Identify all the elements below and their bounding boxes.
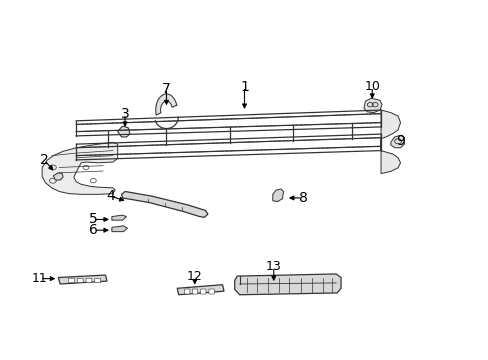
Polygon shape <box>272 189 283 202</box>
FancyBboxPatch shape <box>208 289 214 294</box>
FancyBboxPatch shape <box>68 278 74 283</box>
Polygon shape <box>53 173 63 180</box>
FancyBboxPatch shape <box>200 289 205 294</box>
Polygon shape <box>112 215 126 220</box>
Text: 1: 1 <box>240 80 248 94</box>
FancyBboxPatch shape <box>95 278 101 283</box>
Text: 10: 10 <box>364 80 379 93</box>
FancyBboxPatch shape <box>184 289 189 294</box>
Text: 13: 13 <box>265 260 281 273</box>
Text: 2: 2 <box>40 153 49 167</box>
Text: 5: 5 <box>89 212 98 226</box>
Polygon shape <box>112 226 127 231</box>
FancyBboxPatch shape <box>77 278 83 283</box>
Text: 9: 9 <box>395 134 404 148</box>
Polygon shape <box>156 94 176 115</box>
Text: 12: 12 <box>186 270 202 283</box>
Polygon shape <box>234 274 340 295</box>
Text: 7: 7 <box>162 82 170 95</box>
Polygon shape <box>380 110 400 174</box>
Polygon shape <box>122 192 207 217</box>
Text: 4: 4 <box>106 189 115 203</box>
Text: 11: 11 <box>32 272 47 285</box>
FancyBboxPatch shape <box>86 278 92 283</box>
FancyBboxPatch shape <box>192 289 197 294</box>
Polygon shape <box>363 98 381 113</box>
Polygon shape <box>390 135 404 148</box>
Polygon shape <box>118 126 130 137</box>
Polygon shape <box>58 275 107 284</box>
Text: 6: 6 <box>89 223 98 237</box>
Text: 3: 3 <box>121 107 129 121</box>
Text: 8: 8 <box>298 191 307 205</box>
Polygon shape <box>177 285 224 295</box>
Polygon shape <box>42 142 118 194</box>
